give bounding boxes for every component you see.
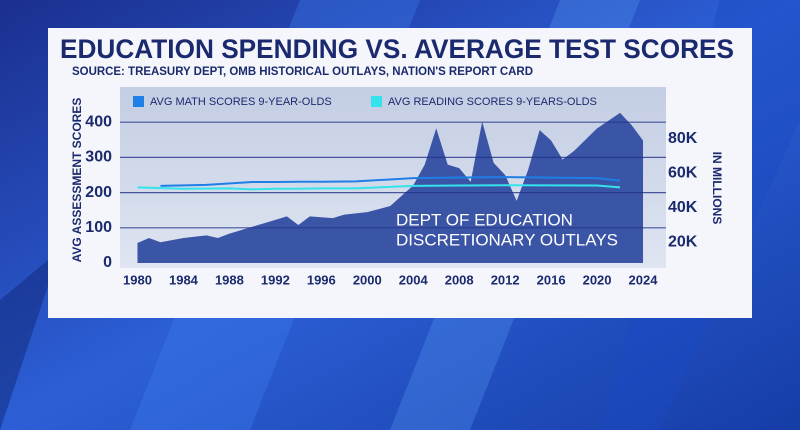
x-tick-label: 1996	[307, 272, 336, 287]
y2-tick-label: 60K	[668, 164, 698, 181]
y-tick-label: 200	[85, 184, 112, 201]
y2-tick-label: 80K	[668, 130, 698, 147]
x-tick-label: 2016	[537, 272, 566, 287]
y2-axis-label: IN MILLIONS	[710, 152, 724, 225]
x-tick-label: 2024	[629, 272, 659, 287]
y-tick-label: 300	[85, 149, 112, 166]
y-tick-label: 100	[85, 219, 112, 236]
y2-tick-label: 40K	[668, 199, 698, 216]
annotation: DISCRETIONARY OUTLAYS	[396, 230, 618, 249]
x-tick-label: 1988	[215, 272, 244, 287]
y-tick-label: 0	[103, 254, 112, 271]
annotation: DEPT OF EDUCATION	[396, 210, 573, 229]
chart-title: EDUCATION SPENDING VS. AVERAGE TEST SCOR…	[60, 34, 734, 64]
y2-tick-label: 20K	[668, 234, 698, 251]
line	[137, 184, 621, 191]
chart-subtitle: SOURCE: TREASURY DEPT, OMB HISTORICAL OU…	[72, 64, 533, 78]
x-tick-label: 2020	[583, 272, 612, 287]
legend-label: AVG READING SCORES 9-YEARS-OLDS	[388, 96, 597, 108]
legend-label: AVG MATH SCORES 9-YEAR-OLDS	[150, 96, 332, 108]
x-tick-label: 2000	[353, 272, 382, 287]
x-tick-label: 2004	[399, 272, 429, 287]
legend-swatch	[371, 96, 382, 107]
legend-swatch	[133, 96, 144, 107]
x-tick-label: 1980	[123, 272, 152, 287]
y-tick-label: 400	[85, 113, 112, 130]
y-axis-label: AVG ASSESSMENT SCORES	[70, 98, 84, 263]
x-tick-label: 1984	[169, 272, 199, 287]
x-tick-label: 2012	[491, 272, 520, 287]
line	[160, 176, 621, 187]
x-tick-label: 2008	[445, 272, 474, 287]
area	[137, 112, 644, 263]
x-tick-label: 1992	[261, 272, 290, 287]
stripe	[0, 250, 60, 430]
